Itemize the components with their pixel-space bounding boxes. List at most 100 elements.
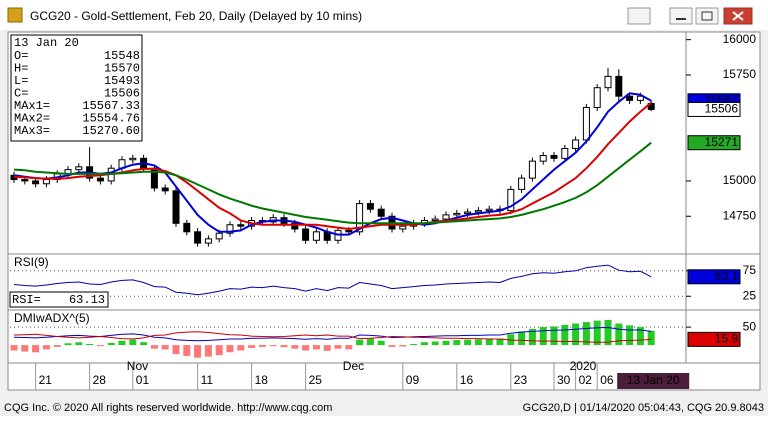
value-tag [687, 101, 741, 117]
histogram-bar [291, 345, 299, 349]
value-tag [687, 331, 741, 347]
histogram-bar [86, 344, 94, 346]
candle-body [129, 157, 137, 161]
histogram-bar [366, 338, 374, 346]
candle-body [518, 177, 526, 190]
y-tick-label: 75 [743, 263, 757, 277]
candle-body [161, 187, 169, 192]
month-label: Nov [127, 359, 148, 373]
histogram-bar [377, 340, 385, 346]
minimize-button[interactable] [669, 7, 693, 25]
candle-body [356, 203, 364, 233]
value-tag-label: 15.9 [715, 332, 739, 346]
readout-box [9, 291, 109, 308]
candle-body [442, 214, 450, 220]
y-tick-label: 16000 [723, 32, 757, 46]
candle-body [528, 160, 536, 179]
candle-body [431, 218, 439, 222]
candle-body [237, 224, 245, 227]
histogram-bar [10, 345, 18, 351]
indicator-line [13, 326, 652, 342]
candle-body [550, 155, 558, 159]
value-tag [687, 269, 741, 285]
cursor-label-box [617, 373, 690, 389]
status-left: CQG Inc. © 2020 All rights reserved worl… [4, 402, 332, 414]
indicator-line [13, 264, 652, 296]
histogram-bar [496, 338, 504, 346]
histogram-bar [356, 339, 364, 346]
x-tick-label: 02 [579, 373, 593, 387]
histogram-bar [150, 345, 158, 349]
candle-body [615, 75, 623, 97]
value-tag-label: 63.1 [715, 269, 739, 283]
value-tag-label: 15506 [705, 102, 739, 116]
candle-body [582, 106, 590, 141]
x-tick-label: 01 [136, 373, 150, 387]
histogram-bar [21, 345, 29, 352]
histogram-bar [485, 338, 493, 346]
readout-label: RSI= [12, 293, 41, 307]
histogram-bar [215, 345, 223, 356]
candle-body [453, 212, 461, 216]
histogram-bar [302, 345, 310, 351]
histogram-bar [474, 339, 482, 346]
candle-body [626, 95, 634, 101]
histogram-bar [118, 340, 126, 346]
candle-body [572, 139, 580, 149]
histogram-bar [258, 345, 266, 347]
readout-value: 15567.33 [82, 99, 140, 113]
candle-body [539, 155, 547, 162]
link-button[interactable] [627, 7, 651, 25]
x-tick-label: 21 [39, 373, 53, 387]
candle-body [32, 180, 40, 185]
readout-value: 15506 [104, 87, 140, 101]
readout-label: C= [14, 87, 28, 101]
histogram-bar [431, 341, 439, 346]
candle-body [345, 229, 353, 233]
histogram-bar [626, 325, 634, 346]
histogram-bar [615, 323, 623, 346]
indicator-line [13, 331, 652, 343]
histogram-bar [269, 345, 277, 347]
histogram-bar [561, 324, 569, 346]
histogram-bar [528, 328, 536, 346]
histogram-bar [161, 345, 169, 350]
window-title: GCG20 - Gold-Settlement, Feb 20, Daily (… [30, 9, 362, 23]
histogram-bar [593, 320, 601, 346]
readout-label: O= [14, 49, 28, 63]
maximize-icon [701, 11, 713, 21]
histogram-bar [96, 345, 104, 347]
histogram-bar [636, 327, 644, 346]
candle-body [507, 188, 515, 212]
candle-body [302, 228, 310, 241]
candle-body [636, 95, 644, 101]
candle-body [215, 232, 223, 240]
y-tick-label: 50 [743, 319, 757, 333]
histogram-bar [64, 343, 72, 346]
readout-date: 13 Jan 20 [14, 36, 79, 50]
candle-body [172, 190, 180, 224]
candle-body [593, 87, 601, 108]
x-tick-label: 28 [93, 373, 107, 387]
y-tick-label: 15750 [723, 67, 757, 81]
value-tag-label: 15271 [705, 135, 739, 149]
panel-title: RSI(9) [14, 255, 49, 269]
histogram-bar [572, 323, 580, 346]
x-tick-label: 11 [201, 373, 214, 387]
readout-label: MAx3= [14, 124, 50, 138]
histogram-bar [604, 319, 612, 346]
y-tick-label: 15000 [723, 173, 757, 187]
readout-value: 15554.76 [82, 112, 140, 126]
histogram-bar [345, 345, 353, 350]
histogram-bar [582, 322, 590, 346]
close-icon [732, 11, 744, 21]
maximize-button[interactable] [695, 7, 719, 25]
candle-body [21, 179, 29, 182]
histogram-bar [53, 345, 61, 347]
candle-body [464, 211, 472, 214]
readout-value: 15570 [104, 62, 140, 76]
readout-value: 15270.60 [82, 124, 140, 138]
histogram-bar [539, 327, 547, 346]
candle-body [96, 177, 104, 182]
y-tick-label: 14750 [723, 208, 757, 222]
